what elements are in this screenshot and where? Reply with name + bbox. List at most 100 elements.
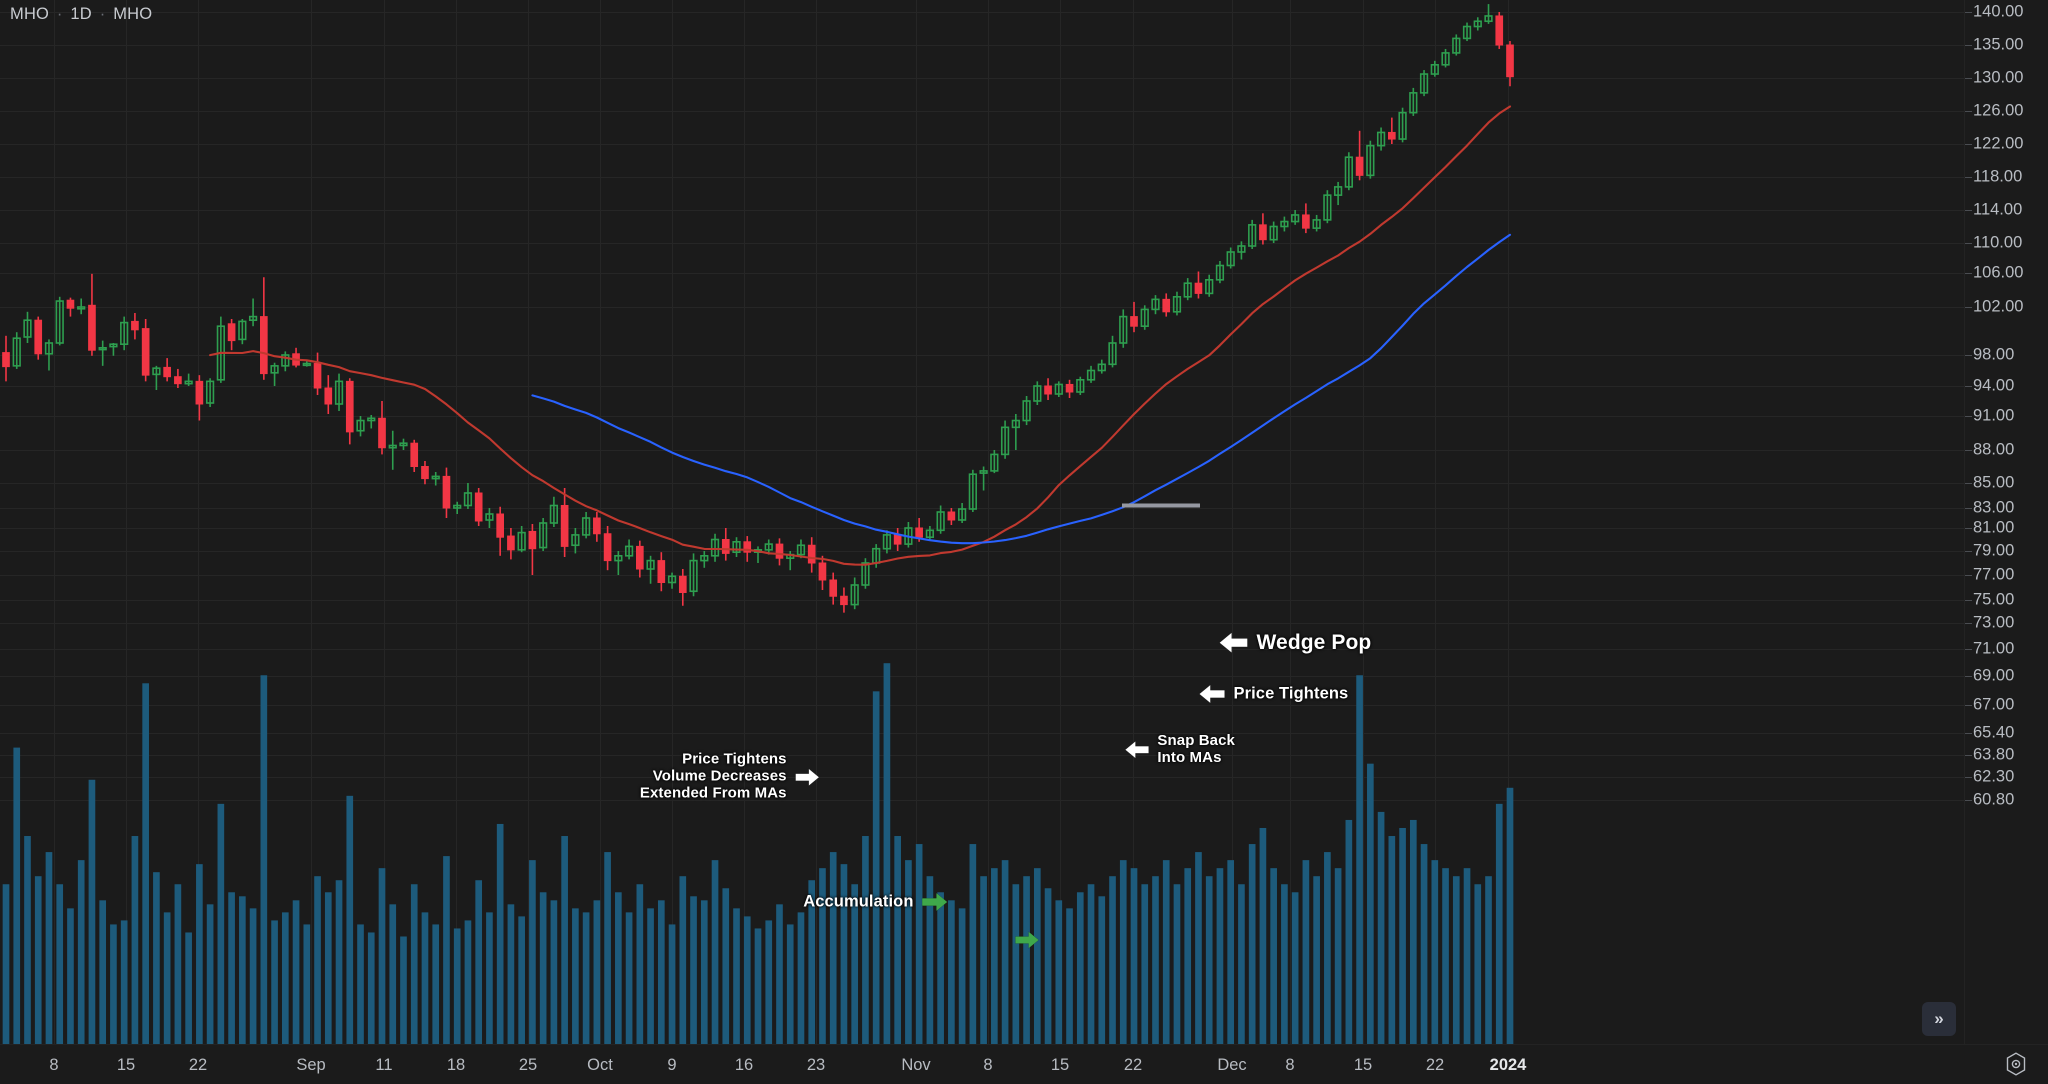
time-tick-label: 8 <box>49 1056 59 1074</box>
price-tick-mark <box>1965 705 1972 706</box>
legend-interval: 1D <box>70 5 92 23</box>
legend-separator-2: · <box>99 5 106 23</box>
price-tick-label: 88.00 <box>1973 440 2015 459</box>
price-tick-mark <box>1965 733 1972 734</box>
price-axis[interactable]: 140.00 135.00 130.00 126.00 122.00 118.00 114.… <box>1964 0 2048 1045</box>
price-tick-label: 98.00 <box>1973 345 2015 364</box>
time-tick-label: 18 <box>446 1056 466 1074</box>
price-tick-mark <box>1965 676 1972 677</box>
time-axis[interactable]: 8 15 22 Sep 11 18 25 Oct 9 16 23 Nov 8 15 22 Dec 8 15 22 20… <box>0 1044 2048 1084</box>
price-tick-mark <box>1965 78 1972 79</box>
price-tick-label: 114.00 <box>1973 200 2023 219</box>
price-tick-label: 81.00 <box>1973 518 2015 537</box>
scroll-to-realtime-button[interactable]: » <box>1922 1002 1956 1036</box>
time-tick-label: 8 <box>1285 1056 1295 1074</box>
annotation-line: Volume Decreases <box>652 767 787 785</box>
price-tick-label: 67.00 <box>1973 695 2015 714</box>
price-tick-label: 77.00 <box>1973 565 2015 584</box>
time-tick-label: 22 <box>188 1056 208 1074</box>
price-tick-mark <box>1965 483 1972 484</box>
annotation-line: Price Tightens <box>1233 684 1349 703</box>
legend-description: MHO <box>113 5 153 23</box>
time-tick-label: Nov <box>901 1056 931 1074</box>
time-tick-label: 16 <box>734 1056 754 1074</box>
price-tick-label: 69.00 <box>1973 666 2015 685</box>
price-tick-label: 94.00 <box>1973 376 2015 395</box>
price-tick-label: 135.00 <box>1973 35 2024 54</box>
time-tick-label: 22 <box>1425 1056 1445 1074</box>
time-tick-label: Oct <box>587 1056 613 1074</box>
annotation-wedge-pop[interactable]: Wedge Pop <box>1218 631 1371 655</box>
symbol-legend[interactable]: MHO · 1D · MHO <box>10 5 152 24</box>
crosshair-icon[interactable] <box>2000 1048 2032 1080</box>
price-tick-label: 65.40 <box>1973 723 2015 742</box>
price-tick-mark <box>1965 649 1972 650</box>
price-tick-label: 130.00 <box>1973 68 2024 87</box>
annotation-line: Wedge Pop <box>1256 631 1372 655</box>
price-tick-label: 73.00 <box>1973 613 2015 632</box>
time-tick-label: 25 <box>518 1056 538 1074</box>
price-pane-candles <box>2 4 1514 613</box>
chart-plot-area[interactable] <box>0 0 1965 1045</box>
price-tick-label: 62.30 <box>1973 767 2015 786</box>
price-tick-mark <box>1965 177 1972 178</box>
price-tick-mark <box>1965 416 1972 417</box>
price-tick-mark <box>1965 508 1972 509</box>
legend-separator-1: · <box>56 5 63 23</box>
time-tick-label: 23 <box>806 1056 826 1074</box>
price-tick-label: 63.80 <box>1973 745 2015 764</box>
price-tick-mark <box>1965 623 1972 624</box>
time-tick-label: 9 <box>667 1056 677 1074</box>
annotation-accumulation-arrow-2[interactable] <box>1014 930 1040 949</box>
price-tick-label: 85.00 <box>1973 473 2015 492</box>
price-tick-label: 83.00 <box>1973 498 2015 517</box>
price-tick-mark <box>1965 600 1972 601</box>
price-tick-label: 102.00 <box>1973 297 2024 316</box>
price-tick-label: 79.00 <box>1973 541 2015 560</box>
legend-symbol: MHO <box>10 5 50 23</box>
drawing-overlays <box>1122 503 1200 508</box>
time-tick-label: 11 <box>375 1056 393 1074</box>
annotation-text: Price Tightens Volume Decreases Extended F… <box>639 750 787 803</box>
annotation-snap-back-into-mas[interactable]: Snap Back Into MAs <box>1124 732 1235 767</box>
annotation-text: Price Tightens <box>1234 685 1349 704</box>
price-tick-mark <box>1965 575 1972 576</box>
price-tick-mark <box>1965 551 1972 552</box>
price-tick-label: 122.00 <box>1973 134 2024 153</box>
time-tick-label: 8 <box>983 1056 993 1074</box>
time-tick-label: Sep <box>296 1056 326 1074</box>
price-tick-mark <box>1965 386 1972 387</box>
price-tick-label: 140.00 <box>1973 2 2024 21</box>
annotation-price-tightens-right[interactable]: Price Tightens <box>1198 684 1348 705</box>
price-tick-label: 71.00 <box>1973 639 2015 658</box>
price-tick-mark <box>1965 144 1972 145</box>
price-tick-label: 110.00 <box>1973 233 2023 252</box>
price-tick-mark <box>1965 111 1972 112</box>
price-tick-mark <box>1965 12 1972 13</box>
annotation-text: Wedge Pop <box>1257 631 1372 655</box>
price-tick-label: 60.80 <box>1973 790 2015 809</box>
annotation-line: Price Tightens <box>682 750 787 768</box>
price-tick-mark <box>1965 210 1972 211</box>
price-tick-mark <box>1965 755 1972 756</box>
annotation-line: Accumulation <box>803 892 914 911</box>
price-tick-mark <box>1965 450 1972 451</box>
time-tick-label: 15 <box>1353 1056 1373 1074</box>
annotation-text: Accumulation <box>803 893 913 912</box>
annotation-line: Snap Back <box>1157 732 1235 750</box>
price-tick-mark <box>1965 243 1972 244</box>
price-tick-label: 106.00 <box>1973 263 2024 282</box>
time-tick-label: 2024 <box>1489 1056 1527 1074</box>
price-tick-label: 91.00 <box>1973 406 2015 425</box>
price-tick-mark <box>1965 528 1972 529</box>
annotation-accumulation[interactable]: Accumulation <box>803 892 949 913</box>
price-tick-mark <box>1965 273 1972 274</box>
time-tick-label: Dec <box>1217 1056 1247 1074</box>
price-tick-mark <box>1965 307 1972 308</box>
annotation-line: Extended From MAs <box>639 784 787 802</box>
price-tick-mark <box>1965 800 1972 801</box>
price-tick-label: 118.00 <box>1973 167 2023 186</box>
annotation-line: Into MAs <box>1157 749 1222 766</box>
annotation-price-tightens-left[interactable]: Price Tightens Volume Decreases Extended F… <box>639 750 820 803</box>
